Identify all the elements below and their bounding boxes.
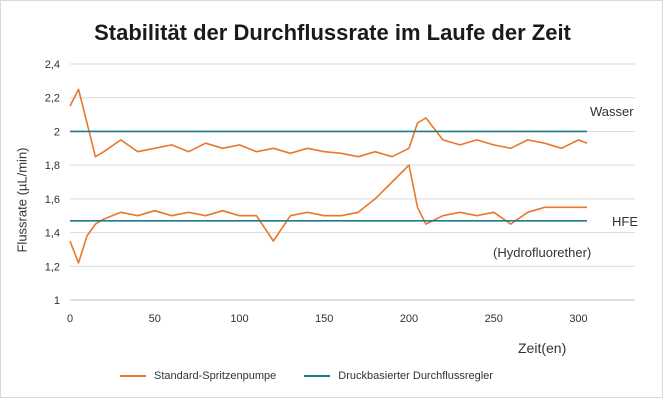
legend-item-druck: Druckbasierter Durchflussregler [304,370,493,382]
x-tick-label: 150 [315,313,333,325]
x-tick-label: 100 [230,313,248,325]
y-tick-label: 1,8 [45,160,60,172]
legend-label-druck: Druckbasierter Durchflussregler [338,370,493,382]
y-tick-label: 1,2 [45,261,60,273]
annotation-hfe: HFE [612,214,638,229]
y-tick-labels: 1 1,2 1,4 1,6 1,8 2 2,2 2,4 [45,59,60,307]
y-tick-label: 2,4 [45,59,60,71]
legend-swatch-druck [304,375,331,377]
x-tick-labels: 0 50 100 150 200 250 300 [67,313,588,325]
x-tick-label: 300 [569,313,587,325]
x-tick-label: 200 [400,313,418,325]
y-tick-label: 1 [54,295,60,307]
legend-label-standard: Standard-Spritzenpumpe [154,370,277,382]
legend-swatch-standard [120,375,146,377]
y-tick-label: 1,6 [45,194,60,206]
annotation-hfe-full: (Hydrofluorether) [493,245,592,260]
series-line-wasser-standard [69,88,588,158]
annotation-wasser: Wasser [590,104,634,119]
x-tick-label: 0 [67,313,73,325]
y-tick-label: 2 [54,126,60,138]
y-tick-label: 1,4 [45,228,60,240]
grid-lines [70,63,635,301]
x-tick-label: 50 [149,313,161,325]
legend-item-standard: Standard-Spritzenpumpe [120,370,276,382]
chart-title: Stabilität der Durchflussrate im Laufe d… [94,20,571,45]
legend: Standard-Spritzenpumpe Druckbasierter Du… [120,370,493,382]
x-tick-label: 250 [485,313,503,325]
series-line-hfe-standard [69,164,587,264]
y-tick-label: 2,2 [45,93,60,105]
series-lines [69,88,588,264]
x-axis-label: Zeit(en) [518,340,567,356]
